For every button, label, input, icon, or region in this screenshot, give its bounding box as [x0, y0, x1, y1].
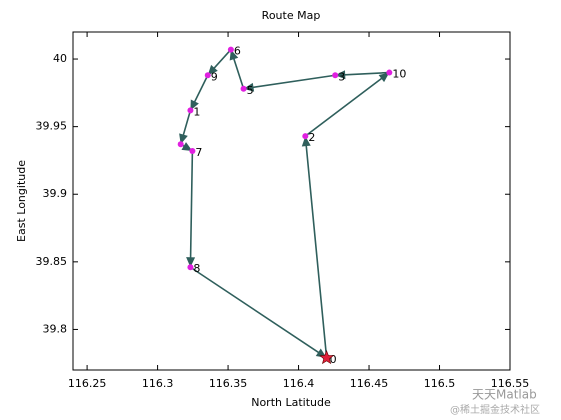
x-tick-label: 116.3 [142, 377, 174, 390]
route-point [187, 264, 194, 271]
arrowhead [301, 136, 311, 147]
arrowhead [186, 257, 196, 268]
chart-title: Route Map [262, 9, 321, 22]
x-tick-label: 116.55 [491, 377, 530, 390]
y-tick-label: 40 [53, 52, 67, 65]
route-point [189, 147, 196, 154]
y-tick-label: 39.9 [43, 187, 68, 200]
point-label: 7 [195, 146, 202, 159]
point-label: 0 [330, 353, 337, 366]
arrowhead [207, 64, 218, 76]
x-axis-label: North Latitude [251, 396, 331, 409]
x-tick-label: 116.25 [68, 377, 107, 390]
point-label: 5 [247, 84, 254, 97]
point-label: 8 [193, 262, 200, 275]
y-axis-label: East Longitude [15, 160, 28, 242]
arrowhead [190, 99, 199, 111]
point-label: 9 [211, 70, 218, 83]
x-tick-label: 116.45 [350, 377, 389, 390]
watermark: 天天Matlab [472, 388, 537, 402]
route-point [332, 72, 339, 79]
arrowhead [181, 142, 193, 151]
route-point [386, 69, 393, 76]
point-label: 2 [308, 131, 315, 144]
watermark: @稀土掘金技术社区 [450, 403, 540, 416]
y-tick-label: 39.85 [36, 255, 68, 268]
route-point [302, 133, 309, 140]
y-tick-label: 39.8 [43, 322, 68, 335]
point-label: 10 [392, 68, 406, 81]
route-point [177, 141, 184, 148]
y-tick-label: 39.95 [36, 120, 68, 133]
arrowhead [378, 72, 390, 83]
route-point [187, 107, 194, 114]
point-label: 6 [234, 45, 241, 58]
x-tick-label: 116.5 [424, 377, 456, 390]
route-point [227, 46, 234, 53]
x-tick-label: 116.35 [209, 377, 248, 390]
arrowhead [335, 70, 346, 80]
route-point [204, 72, 211, 79]
plot-area [72, 31, 511, 371]
arrowhead [243, 82, 255, 92]
x-tick-label: 116.4 [283, 377, 315, 390]
start-marker [319, 349, 335, 365]
route-point [240, 85, 247, 92]
point-label: 3 [338, 70, 345, 83]
route-line [179, 48, 392, 359]
point-label: 1 [193, 105, 200, 118]
